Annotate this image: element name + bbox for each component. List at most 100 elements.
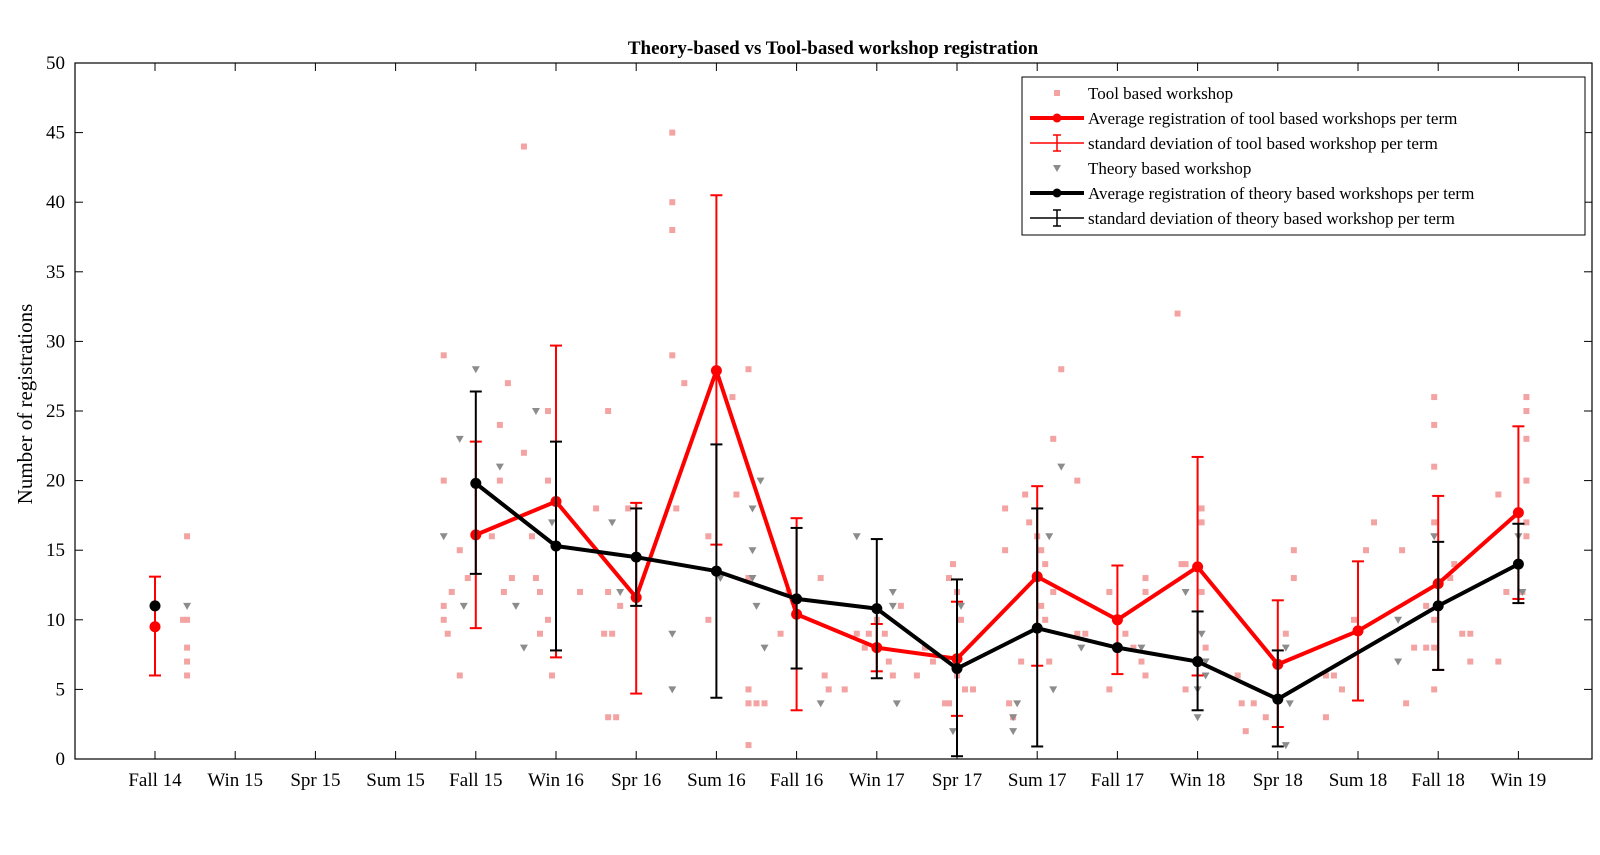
tool-workshop-point <box>1042 561 1049 568</box>
tool-workshop-point <box>761 700 768 707</box>
tool-workshop-point <box>1350 616 1357 623</box>
x-tick-label: Sum 15 <box>366 770 425 791</box>
x-tick-label: Sum 17 <box>1008 770 1067 791</box>
legend-symbol-tool-points <box>1054 90 1060 96</box>
y-tick-label: 10 <box>46 610 65 631</box>
theory-workshop-point <box>1193 714 1202 722</box>
tool-workshop-point <box>1050 435 1057 442</box>
theory-workshop-point <box>892 700 901 708</box>
tool-workshop-point <box>1459 630 1466 637</box>
tool-workshop-point <box>1130 644 1137 651</box>
theory-average-point <box>791 593 803 605</box>
x-tick-label: Spr 18 <box>1253 770 1303 791</box>
tool-workshop-point <box>520 143 527 150</box>
scatter-layer <box>180 129 1530 750</box>
tool-average-point <box>710 365 722 377</box>
tool-workshop-point <box>1106 686 1113 693</box>
theory-workshop-point <box>816 700 825 708</box>
tool-workshop-point <box>440 477 447 484</box>
y-tick-label: 30 <box>46 331 65 352</box>
tool-workshop-point <box>1198 519 1205 526</box>
y-tick-label: 45 <box>46 123 65 144</box>
tool-workshop-point <box>496 421 503 428</box>
tool-workshop-point <box>1399 547 1406 554</box>
series-layer <box>149 194 1525 758</box>
y-axis-label: Number of registrations <box>13 304 37 505</box>
tool-workshop-point <box>593 505 600 512</box>
theory-workshop-point <box>1518 588 1527 596</box>
tool-workshop-point <box>1238 700 1245 707</box>
tool-workshop-point <box>970 686 977 693</box>
tool-workshop-point <box>1022 491 1029 498</box>
tool-workshop-point <box>1026 519 1033 526</box>
tool-workshop-point <box>456 672 463 679</box>
tool-workshop-point <box>1050 588 1057 595</box>
tool-workshop-point <box>1018 658 1025 665</box>
theory-workshop-point <box>547 519 556 527</box>
theory-workshop-point <box>1013 700 1022 708</box>
theory-workshop-point <box>455 435 464 443</box>
tool-average-line <box>475 368 1520 667</box>
tool-workshop-point <box>532 575 539 582</box>
tool-workshop-point <box>1431 644 1438 651</box>
theory-workshop-point <box>1281 742 1290 750</box>
legend-box <box>1021 76 1586 236</box>
x-tick-label: Win 17 <box>849 770 905 791</box>
tool-workshop-point <box>1142 672 1149 679</box>
tool-workshop-point <box>1290 547 1297 554</box>
tool-average-point <box>1192 561 1204 573</box>
tool-workshop-point <box>605 588 612 595</box>
tool-workshop-point <box>577 588 584 595</box>
theory-average-point <box>1432 600 1444 612</box>
tool-workshop-point <box>1363 547 1370 554</box>
tool-workshop-point <box>1523 435 1530 442</box>
theory-workshop-point <box>1137 644 1146 652</box>
tool-workshop-point <box>929 658 936 665</box>
tool-workshop-point <box>1403 700 1410 707</box>
tool-workshop-point <box>949 561 956 568</box>
theory-workshop-point <box>748 547 757 555</box>
tool-workshop-point <box>1242 728 1249 735</box>
y-tick-label: 40 <box>46 192 65 213</box>
theory-workshop-point <box>756 477 765 485</box>
tool-workshop-point <box>1503 588 1510 595</box>
tool-workshop-point <box>669 227 676 234</box>
tool-workshop-point <box>1322 714 1329 721</box>
tool-workshop-point <box>1523 519 1530 526</box>
tool-workshop-point <box>456 547 463 554</box>
tool-workshop-point <box>609 630 616 637</box>
tool-workshop-point <box>825 686 832 693</box>
tool-workshop-point <box>669 199 676 206</box>
tool-workshop-point <box>1431 519 1438 526</box>
tool-workshop-point <box>1202 644 1209 651</box>
tool-workshop-point <box>1495 491 1502 498</box>
tool-workshop-point <box>1523 477 1530 484</box>
tool-workshop-point <box>1038 547 1045 554</box>
y-tick-label: 25 <box>46 401 65 422</box>
tool-workshop-point <box>1523 408 1530 414</box>
y-tick-label: 15 <box>46 540 65 561</box>
tool-workshop-point <box>1174 310 1181 317</box>
theory-workshop-point <box>471 366 480 374</box>
theory-workshop-point <box>852 533 861 541</box>
tool-workshop-point <box>1046 658 1053 665</box>
tool-workshop-point <box>1042 616 1049 623</box>
tool-workshop-point <box>1371 519 1378 526</box>
theory-workshop-point <box>1197 630 1206 638</box>
legend: Tool based workshop Average registration … <box>1021 76 1586 236</box>
legend-symbol-theory-points <box>1053 165 1061 172</box>
tool-workshop-point <box>1002 505 1009 512</box>
tool-workshop-point <box>496 477 503 484</box>
tool-workshop-point <box>448 588 455 595</box>
theory-workshop-point <box>668 630 677 638</box>
tool-workshop-point <box>1423 602 1430 609</box>
tool-workshop-point <box>1338 686 1345 693</box>
theory-workshop-point <box>1045 533 1054 541</box>
tool-workshop-point <box>1106 588 1113 595</box>
y-tick-label: 0 <box>56 749 66 770</box>
tool-workshop-point <box>601 630 608 637</box>
tool-workshop-point <box>1495 658 1502 665</box>
tool-workshop-point <box>745 575 752 582</box>
tool-workshop-point <box>853 630 860 637</box>
tool-workshop-point <box>544 477 551 484</box>
